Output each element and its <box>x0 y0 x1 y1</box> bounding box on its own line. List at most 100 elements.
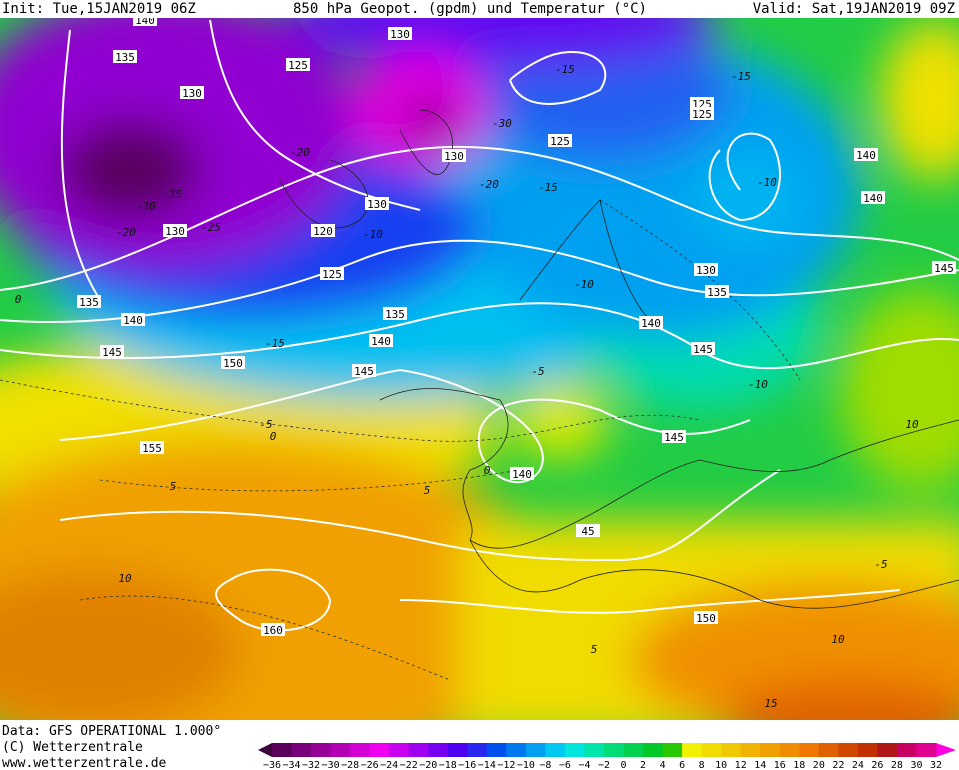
temperature-label: -5 <box>259 418 272 431</box>
colorbar-swatch <box>896 743 917 757</box>
map-title: 850 hPa Geopot. (gpdm) und Temperatur (°… <box>293 1 647 17</box>
geopotential-label: 145 <box>354 365 374 378</box>
geopotential-label: 140 <box>856 149 876 162</box>
colorbar-high-arrow <box>936 743 956 757</box>
colorbar-swatch <box>311 743 332 757</box>
label-box <box>383 307 407 320</box>
geopotential-label: 130 <box>367 198 387 211</box>
temperature-label: -15 <box>555 63 575 76</box>
label-box <box>100 345 124 358</box>
label-box <box>662 430 686 443</box>
label-box <box>442 149 466 162</box>
temperature-label: -35 <box>162 188 182 201</box>
temperature-label: 10 <box>118 572 132 585</box>
geopotential-label: 145 <box>934 262 954 275</box>
colorbar-label: 8 <box>699 760 705 770</box>
colorbar-label: −24 <box>380 760 398 770</box>
colorbar-label: 28 <box>891 760 903 770</box>
geopotential-label: 125 <box>288 59 308 72</box>
copyright: (C) Wetterzentrale <box>2 740 143 755</box>
label-box <box>694 611 718 624</box>
label-box <box>690 107 714 120</box>
label-box <box>77 295 101 308</box>
colorbar-swatch <box>330 743 351 757</box>
colorbar-swatch <box>877 743 898 757</box>
temperature-label: -10 <box>748 378 768 391</box>
colorbar-label: 24 <box>852 760 864 770</box>
colorbar-label: −32 <box>302 760 320 770</box>
geopotential-label: 45 <box>581 525 594 538</box>
temperature-label: -20 <box>116 226 136 239</box>
colorbar-label: 18 <box>793 760 805 770</box>
label-box <box>369 334 393 347</box>
geopotential-label: 120 <box>313 225 333 238</box>
label-box <box>694 263 718 276</box>
label-box <box>352 364 376 377</box>
geopotential-label: 130 <box>696 264 716 277</box>
temperature-label: -20 <box>290 146 310 159</box>
label-box <box>163 224 187 237</box>
colorbar-label: 10 <box>715 760 727 770</box>
colorbar-label: −8 <box>539 760 551 770</box>
colorbar-label: 26 <box>871 760 883 770</box>
label-box <box>861 191 885 204</box>
temperature-label: 5 <box>591 643 598 656</box>
temperature-contours <box>0 199 801 681</box>
geopotential-label: 150 <box>696 612 716 625</box>
geopotential-label: 155 <box>142 442 162 455</box>
colorbar-swatch <box>916 743 937 757</box>
colorbar-swatch <box>408 743 429 757</box>
colorbar-swatch <box>389 743 410 757</box>
temperature-label: -5 <box>874 558 887 571</box>
temperature-label: 0 <box>484 464 491 477</box>
geopotential-label: 125 <box>322 268 342 281</box>
temperature-label: 0 <box>270 430 277 443</box>
colorbar-swatch <box>486 743 507 757</box>
geopotential-label: 135 <box>707 286 727 299</box>
colorbar-label: −2 <box>598 760 610 770</box>
geopotential-label: 140 <box>135 14 155 27</box>
colorbar-low-arrow <box>258 743 272 757</box>
temperature-label: -15 <box>731 70 751 83</box>
label-box <box>221 356 245 369</box>
colorbar-swatch <box>857 743 878 757</box>
colorbar-swatch <box>447 743 468 757</box>
geopotential-label: 145 <box>102 346 122 359</box>
label-box <box>261 623 285 636</box>
colorbar-label: −10 <box>517 760 535 770</box>
colorbar-swatch <box>721 743 742 757</box>
label-box <box>180 86 204 99</box>
geopotential-label: 125 <box>692 108 712 121</box>
label-box <box>286 58 310 71</box>
label-box <box>113 50 137 63</box>
temperature-label: -10 <box>363 228 383 241</box>
colorbar-label: 30 <box>910 760 922 770</box>
colorbar-label: 12 <box>735 760 747 770</box>
geopotential-label: 140 <box>123 314 143 327</box>
colorbar-swatch <box>291 743 312 757</box>
temperature-label: -5 <box>531 365 544 378</box>
geopotential-label: 130 <box>165 225 185 238</box>
colorbar-label: 16 <box>774 760 786 770</box>
colorbar-swatch <box>623 743 644 757</box>
temperature-label: 15 <box>764 697 777 710</box>
geopotential-label: 125 <box>550 135 570 148</box>
colorbar-label: 20 <box>813 760 825 770</box>
label-box <box>320 267 344 280</box>
valid-time: Valid: Sat,19JAN2019 09Z <box>753 1 955 17</box>
label-box <box>548 134 572 147</box>
colorbar-label: −22 <box>400 760 418 770</box>
colorbar-label: 2 <box>640 760 646 770</box>
geopotential-label: 140 <box>863 192 883 205</box>
colorbar-swatch <box>799 743 820 757</box>
temperature-label: -20 <box>479 178 499 191</box>
label-box <box>705 285 729 298</box>
colorbar-label: −14 <box>478 760 496 770</box>
colorbar-swatch <box>584 743 605 757</box>
colorbar-swatch <box>682 743 703 757</box>
label-box <box>690 97 714 110</box>
geopotential-label: 145 <box>693 343 713 356</box>
colorbar-label: −34 <box>282 760 300 770</box>
colorbar-swatch <box>779 743 800 757</box>
